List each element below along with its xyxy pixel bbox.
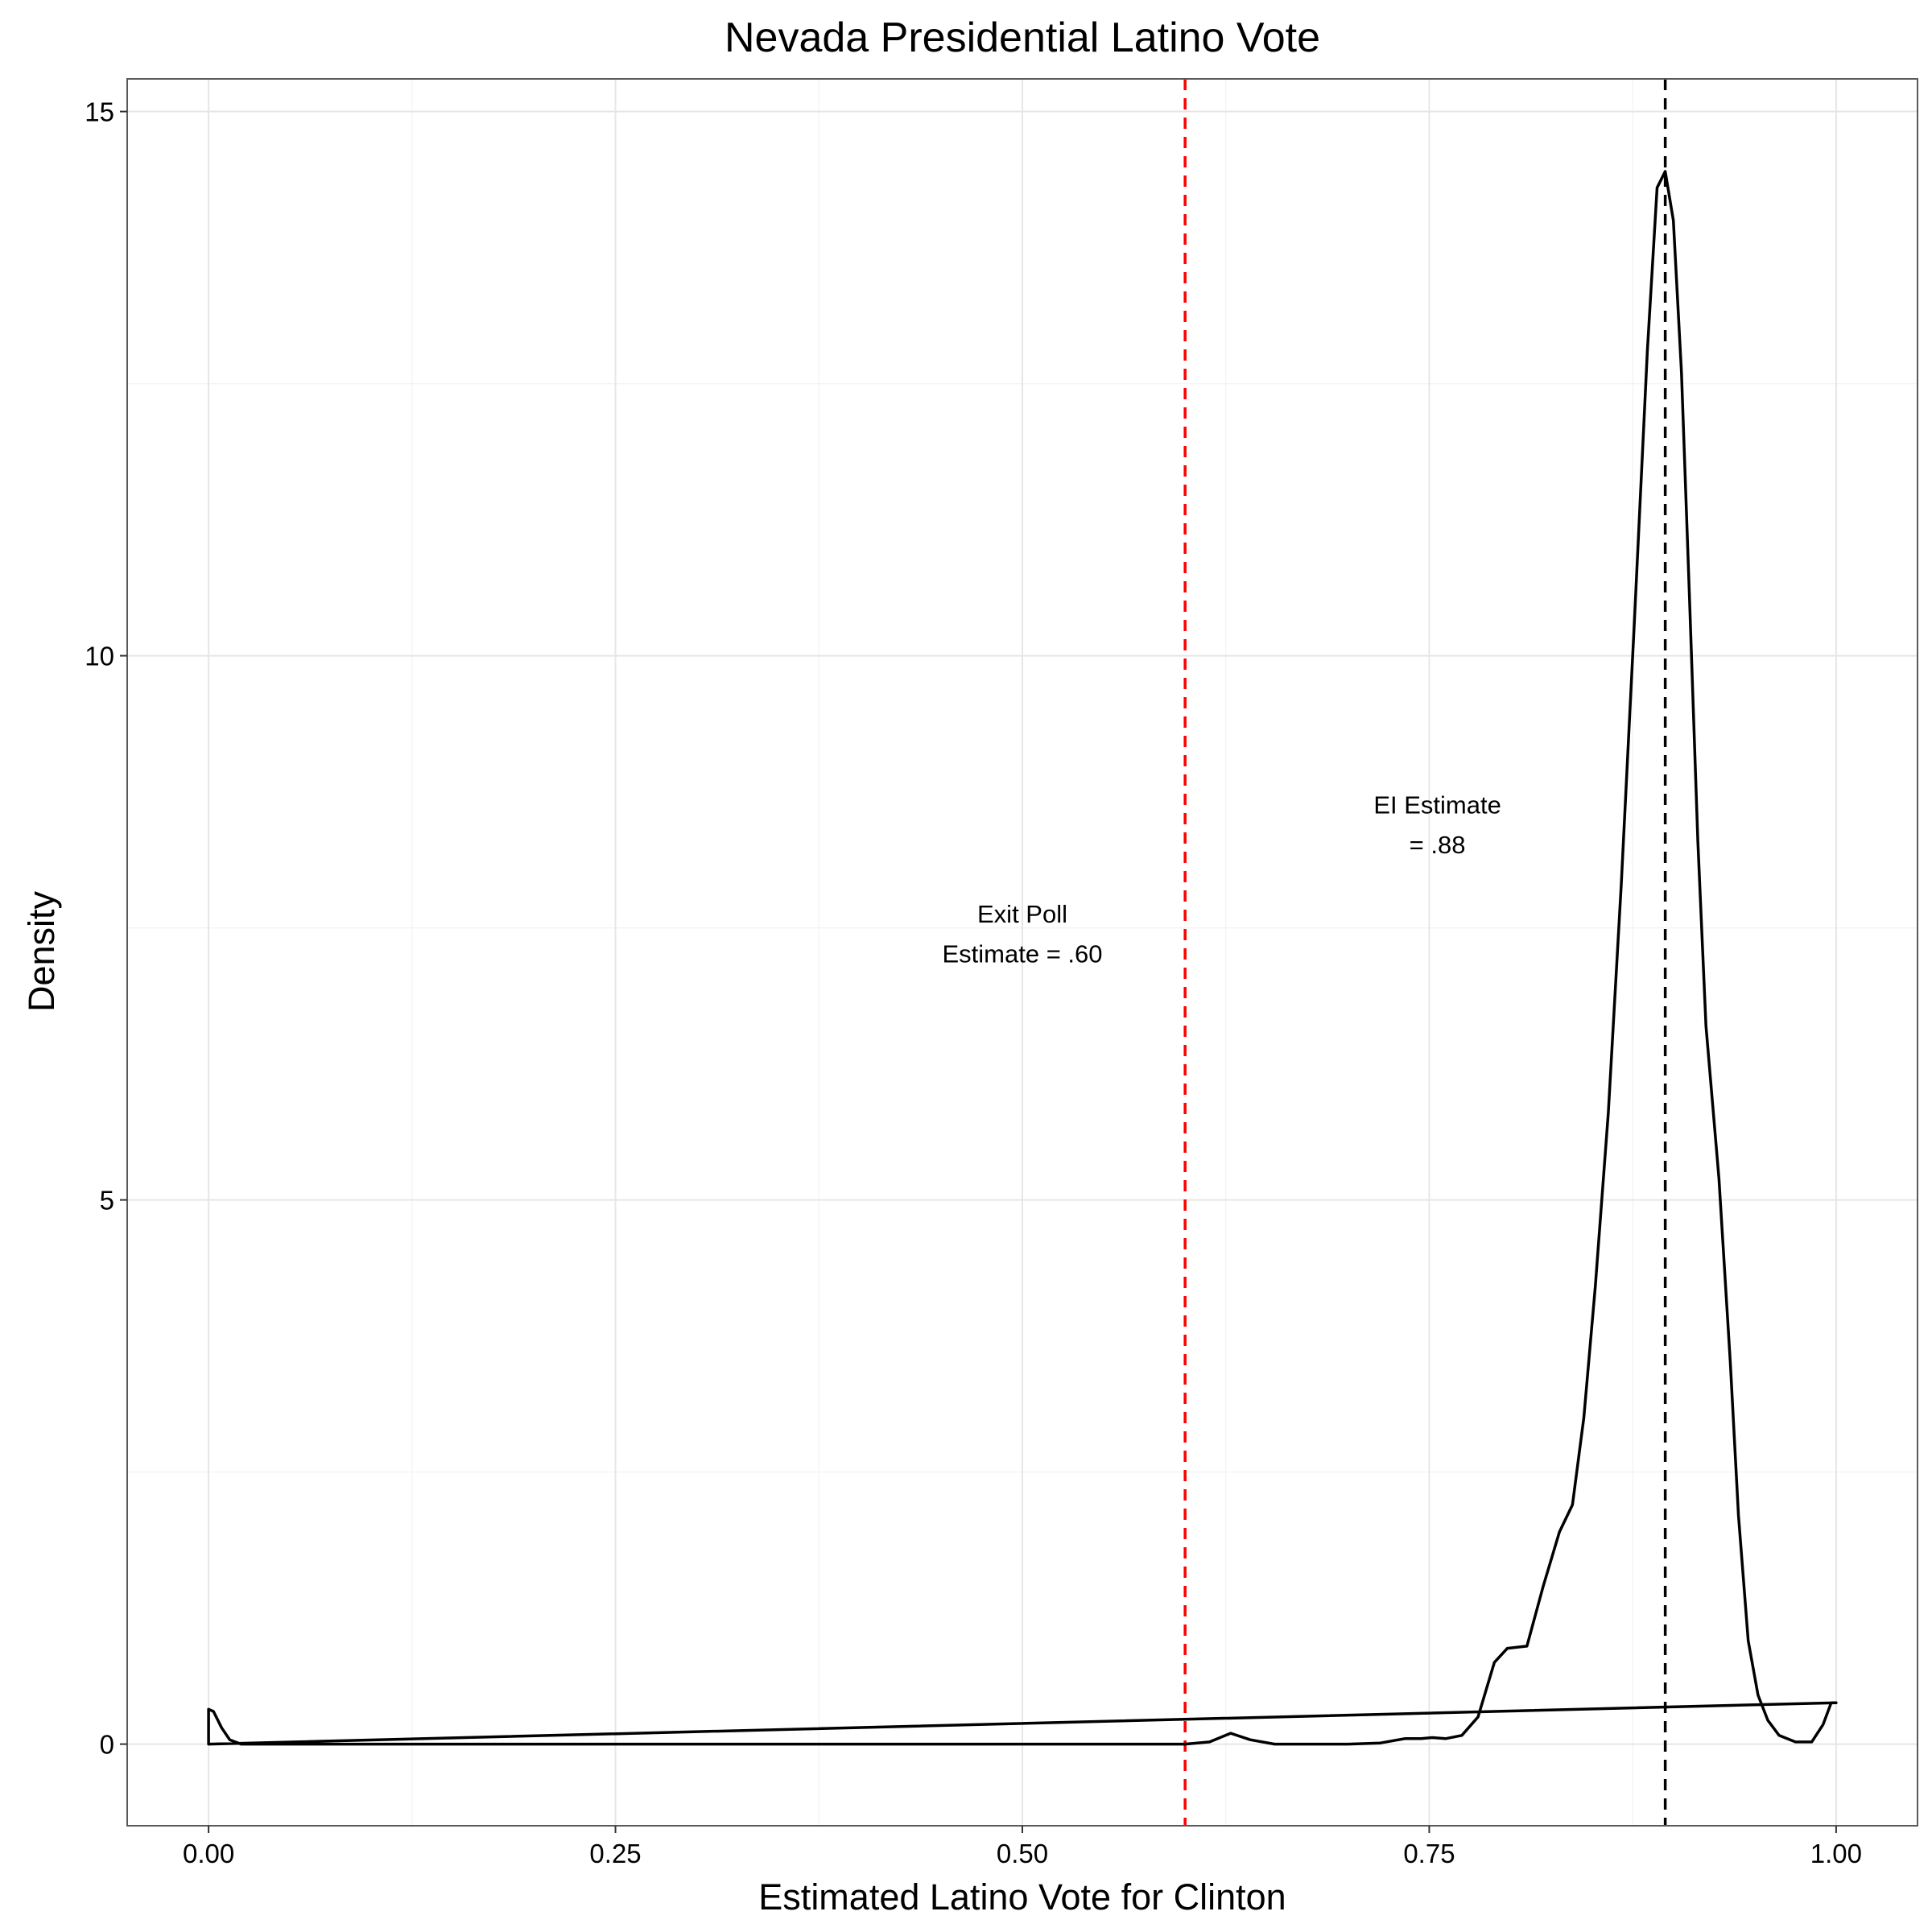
x-tick-label: 0.25 [589,1839,641,1868]
annotation-line: EI Estimate [1373,791,1501,819]
x-tick-label: 0.50 [997,1839,1048,1868]
annotation-line: = .88 [1410,831,1466,859]
annotation-line: Estimate = .60 [942,939,1102,968]
reference-lines [1183,79,1667,1826]
x-axis-title: Estimated Latino Vote for Clinton [758,1876,1286,1918]
annotation-1: EI Estimate = .88 [1373,791,1501,860]
grid-lines [127,79,1918,1826]
y-tick-label: 10 [85,642,114,671]
y-tick-label: 0 [100,1730,114,1760]
annotation-line: Exit Poll [977,900,1067,928]
x-tick-label: 0.75 [1403,1839,1455,1868]
x-tick-label: 1.00 [1810,1839,1862,1868]
x-tick-label: 0.00 [183,1839,234,1868]
density-curve-0 [207,170,1838,1746]
annotation-0: Exit Poll Estimate = .60 [942,900,1102,968]
x-axis: 0.00 0.25 0.50 0.75 1.00 [183,1826,1862,1868]
annotations: Exit Poll Estimate = .60 EI Estimate = .88 [942,791,1501,968]
series-layer [207,170,1838,1746]
chart-title: Nevada Presidential Latino Vote [724,14,1320,61]
y-axis: 0 5 10 15 [85,97,127,1760]
y-tick-label: 5 [100,1186,114,1216]
y-axis-title: Density [21,890,62,1012]
y-tick-label: 15 [85,97,114,127]
